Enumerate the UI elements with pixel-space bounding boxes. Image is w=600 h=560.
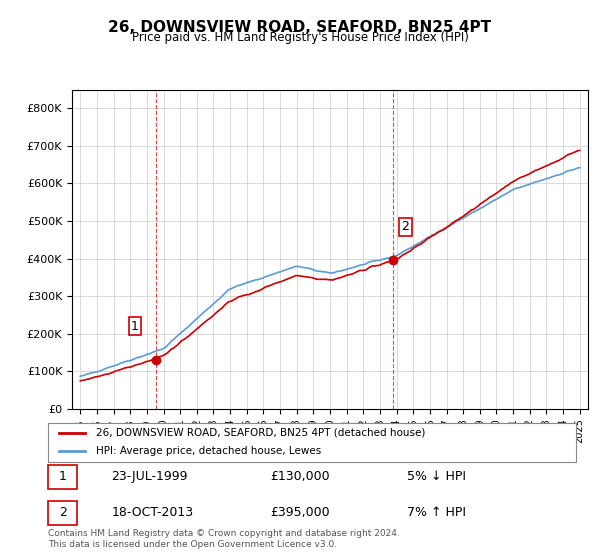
Text: 26, DOWNSVIEW ROAD, SEAFORD, BN25 4PT (detached house): 26, DOWNSVIEW ROAD, SEAFORD, BN25 4PT (d… bbox=[95, 428, 425, 437]
Text: 5% ↓ HPI: 5% ↓ HPI bbox=[407, 470, 466, 483]
Text: Price paid vs. HM Land Registry's House Price Index (HPI): Price paid vs. HM Land Registry's House … bbox=[131, 31, 469, 44]
Text: 1: 1 bbox=[59, 470, 67, 483]
Text: HPI: Average price, detached house, Lewes: HPI: Average price, detached house, Lewe… bbox=[95, 446, 321, 456]
Text: 2: 2 bbox=[59, 506, 67, 519]
Text: 2: 2 bbox=[401, 221, 409, 234]
Text: Contains HM Land Registry data © Crown copyright and database right 2024.
This d: Contains HM Land Registry data © Crown c… bbox=[48, 529, 400, 549]
Text: 18-OCT-2013: 18-OCT-2013 bbox=[112, 506, 193, 519]
Text: £130,000: £130,000 bbox=[270, 470, 329, 483]
FancyBboxPatch shape bbox=[48, 501, 77, 525]
Text: 1: 1 bbox=[131, 320, 139, 333]
Text: £395,000: £395,000 bbox=[270, 506, 329, 519]
Text: 7% ↑ HPI: 7% ↑ HPI bbox=[407, 506, 466, 519]
FancyBboxPatch shape bbox=[48, 465, 77, 489]
Text: 23-JUL-1999: 23-JUL-1999 bbox=[112, 470, 188, 483]
Text: 26, DOWNSVIEW ROAD, SEAFORD, BN25 4PT: 26, DOWNSVIEW ROAD, SEAFORD, BN25 4PT bbox=[109, 20, 491, 35]
FancyBboxPatch shape bbox=[48, 423, 576, 462]
